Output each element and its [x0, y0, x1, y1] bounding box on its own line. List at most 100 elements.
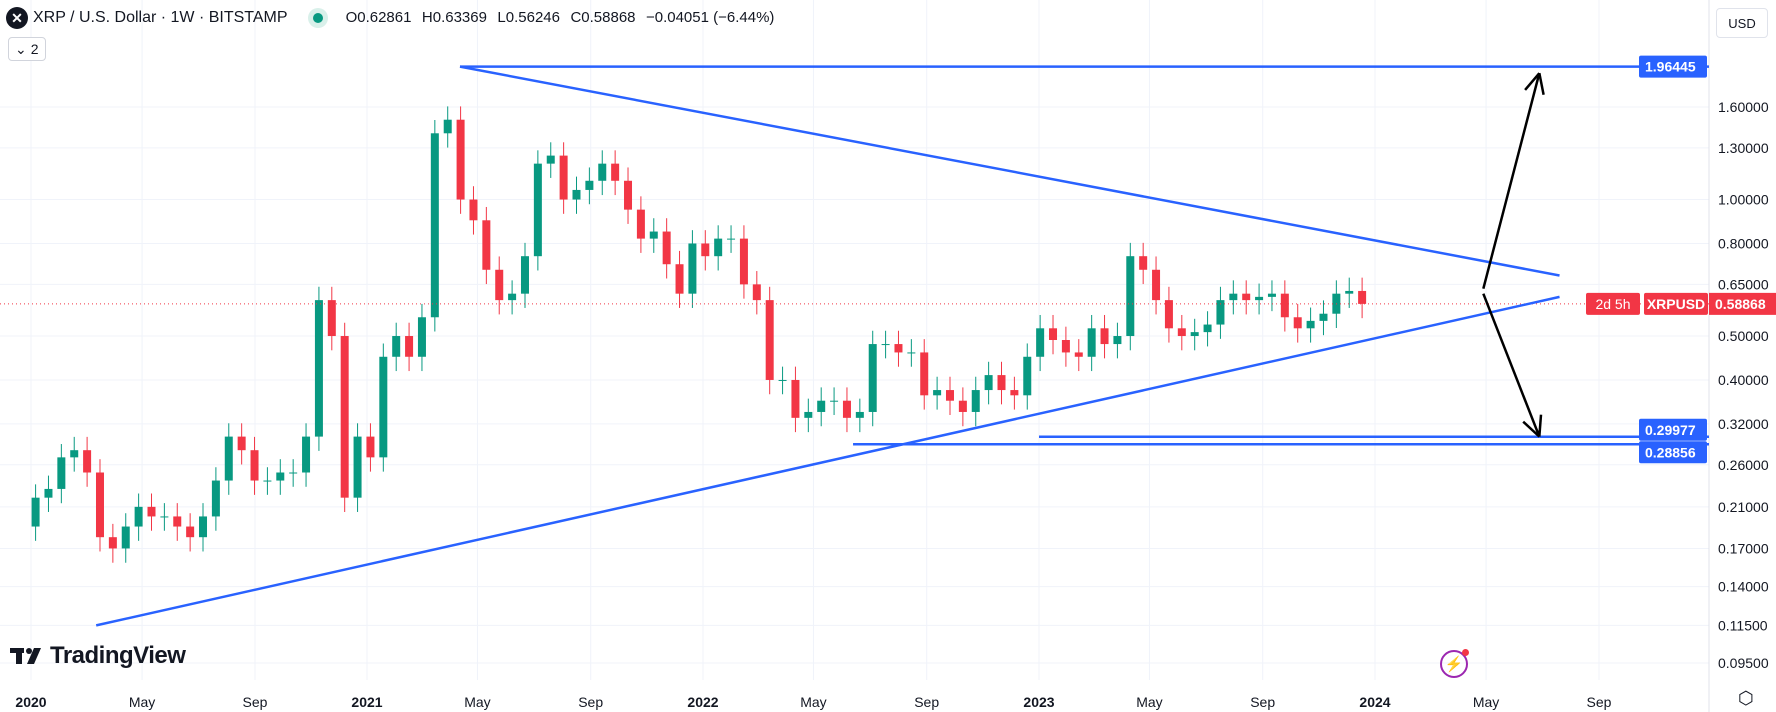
candle: [482, 206, 491, 285]
candle: [830, 387, 839, 415]
price-tick-label: 0.21000: [1718, 499, 1769, 515]
candle: [1164, 286, 1173, 343]
last-price-label: 0.58868: [1715, 296, 1766, 312]
candle: [1280, 280, 1289, 332]
candle: [31, 484, 40, 541]
candle-body: [675, 264, 684, 294]
candle-body: [263, 480, 272, 482]
price-tick-label: 0.80000: [1718, 235, 1769, 251]
time-tick-label: 2023: [1023, 694, 1054, 710]
indicators-toggle-button[interactable]: ⌄ 2: [8, 37, 46, 61]
candle-body: [1164, 300, 1173, 329]
candle-body: [817, 400, 826, 412]
candle-body: [340, 336, 349, 498]
candle: [224, 423, 233, 495]
ohlc-values: O0.62861 H0.63369 L0.56246 C0.58868 −0.0…: [346, 9, 781, 27]
candle: [907, 339, 916, 367]
candle-body: [855, 411, 864, 418]
candle-body: [276, 472, 285, 481]
candle-body: [1190, 332, 1199, 337]
candle: [314, 286, 323, 451]
candle: [611, 150, 620, 196]
tradingview-logo-icon: [10, 648, 41, 664]
candle-body: [791, 379, 800, 418]
candle-body: [327, 300, 336, 337]
candle-body: [1036, 328, 1045, 357]
xrp-logo-icon: ✕: [6, 7, 28, 29]
candle-body: [662, 231, 671, 265]
candle-body: [533, 163, 542, 257]
candle-body: [714, 238, 723, 257]
candle-body: [108, 537, 117, 549]
candle: [817, 387, 826, 427]
candle: [585, 167, 594, 205]
candle-body: [778, 379, 787, 381]
candle-body: [1255, 296, 1264, 301]
candle: [211, 467, 220, 531]
price-tick-label: 0.65000: [1718, 276, 1769, 292]
candle-body: [1358, 290, 1367, 304]
candle: [791, 366, 800, 433]
price-tick-label: 0.09500: [1718, 655, 1769, 671]
candle: [70, 436, 79, 472]
candle-body: [958, 400, 967, 412]
candle-body: [456, 119, 465, 200]
candle-body: [546, 155, 555, 164]
candle: [57, 444, 66, 504]
candle: [559, 142, 568, 214]
candle: [1036, 314, 1045, 372]
candle: [675, 250, 684, 308]
candle-body: [649, 231, 658, 239]
candle: [958, 387, 967, 427]
candle: [778, 366, 787, 395]
candle-body: [147, 506, 156, 517]
candle-body: [971, 390, 980, 412]
candle: [108, 523, 117, 563]
candle-body: [1242, 293, 1251, 301]
candle: [173, 503, 182, 541]
arrow-head: [1538, 414, 1543, 437]
settings-gear-icon[interactable]: ⬡: [1738, 688, 1754, 708]
level-price-badge: [1639, 418, 1707, 441]
candle: [83, 436, 92, 487]
candle: [1074, 339, 1083, 372]
candle: [508, 280, 517, 315]
candle-body: [868, 344, 877, 412]
candle: [1010, 376, 1019, 410]
tradingview-logo[interactable]: TradingView: [10, 642, 186, 670]
market-open-indicator-icon: [307, 8, 328, 28]
candle-body: [1126, 256, 1135, 337]
candle: [739, 225, 748, 299]
candle-body: [881, 344, 890, 346]
candle: [276, 459, 285, 495]
candle: [302, 423, 311, 487]
candle: [469, 186, 478, 235]
candle: [1126, 242, 1135, 351]
candle: [572, 176, 581, 214]
candle: [598, 150, 607, 196]
candle: [752, 271, 761, 315]
candle-body: [1280, 293, 1289, 318]
candle-body: [1100, 328, 1109, 345]
symbol-badge-label: XRPUSD: [1647, 296, 1705, 312]
price-tick-label: 0.32000: [1718, 416, 1769, 432]
candle-body: [95, 472, 104, 538]
time-tick-label: Sep: [1587, 694, 1612, 710]
candle-body: [997, 375, 1006, 391]
candle: [121, 513, 130, 563]
candle: [1190, 318, 1199, 351]
candle-body: [933, 390, 942, 396]
candle: [417, 303, 426, 372]
candle-body: [250, 450, 259, 481]
candle: [701, 230, 710, 271]
candle: [984, 361, 993, 405]
currency-button[interactable]: USD: [1716, 8, 1768, 38]
symbol-title[interactable]: XRP / U.S. Dollar · 1W · BITSTAMP: [33, 9, 288, 26]
candle-body: [559, 155, 568, 200]
arrow-head: [1538, 72, 1545, 95]
time-tick-label: 2024: [1359, 694, 1390, 710]
lightning-notification-icon[interactable]: ⚡: [1440, 649, 1469, 678]
candle-body: [1074, 352, 1083, 357]
candle-body: [31, 497, 40, 527]
